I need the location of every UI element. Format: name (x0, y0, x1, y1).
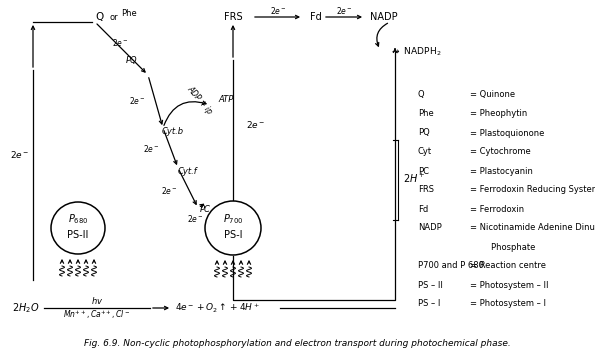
Text: $2e^-$: $2e^-$ (270, 5, 286, 15)
Text: PS – I: PS – I (418, 299, 440, 309)
Text: $P_{680}$: $P_{680}$ (68, 212, 88, 226)
Text: $2e^-$: $2e^-$ (129, 94, 146, 106)
Text: Phe: Phe (121, 8, 137, 18)
Text: Cyt.b: Cyt.b (162, 127, 184, 137)
Text: $2e^-$: $2e^-$ (112, 37, 129, 47)
Text: PQ: PQ (418, 128, 430, 138)
Text: ADP + ip: ADP + ip (185, 84, 214, 116)
Text: = Quinone: = Quinone (470, 91, 515, 99)
Text: = Photosystem – I: = Photosystem – I (470, 299, 546, 309)
Text: = Ferrodoxin: = Ferrodoxin (470, 205, 524, 213)
Text: Fd: Fd (310, 12, 322, 22)
Text: or: or (109, 13, 118, 21)
Text: = Plastocyanin: = Plastocyanin (470, 166, 533, 176)
Text: NADP: NADP (370, 12, 397, 22)
Text: $2e^-$: $2e^-$ (246, 119, 265, 131)
Text: = Cytochrome: = Cytochrome (470, 147, 531, 157)
Text: Q: Q (418, 91, 425, 99)
Ellipse shape (205, 201, 261, 255)
Text: $2e^-$: $2e^-$ (143, 143, 160, 153)
Text: = Nicotinamide Adenine Dinucleotide: = Nicotinamide Adenine Dinucleotide (470, 224, 595, 232)
Text: PS-II: PS-II (67, 230, 89, 240)
Text: PS – II: PS – II (418, 280, 443, 290)
Text: $4e^- + O_2\uparrow + 4H^+$: $4e^- + O_2\uparrow + 4H^+$ (175, 302, 260, 314)
Text: Cyt: Cyt (418, 147, 432, 157)
Text: ATP: ATP (218, 95, 233, 105)
Text: $2e^-$: $2e^-$ (161, 185, 178, 196)
Text: FRS: FRS (224, 12, 242, 22)
Text: PC: PC (200, 205, 211, 214)
Text: Q: Q (95, 12, 104, 22)
Text: = Plastoquionone: = Plastoquionone (470, 128, 544, 138)
Text: $2e^-$: $2e^-$ (336, 5, 352, 15)
Text: NADP: NADP (418, 224, 441, 232)
Text: = Reaction centre: = Reaction centre (470, 261, 546, 271)
Text: $2e^-$: $2e^-$ (186, 212, 203, 224)
Text: = Photosystem – II: = Photosystem – II (470, 280, 549, 290)
Text: FRS: FRS (418, 185, 434, 194)
Text: Fd: Fd (418, 205, 428, 213)
Text: = Ferrodoxin Reducing System: = Ferrodoxin Reducing System (470, 185, 595, 194)
Text: PS-I: PS-I (224, 230, 242, 240)
Text: $2H^+$: $2H^+$ (403, 171, 425, 185)
Text: Phosphate: Phosphate (470, 243, 536, 252)
Text: P700 and P 680: P700 and P 680 (418, 261, 484, 271)
Text: PC: PC (418, 166, 429, 176)
Text: Phe: Phe (418, 110, 434, 119)
Text: $P_{700}$: $P_{700}$ (223, 212, 243, 226)
Text: $hv$: $hv$ (91, 296, 103, 306)
Text: PQ: PQ (126, 55, 137, 65)
Ellipse shape (51, 202, 105, 254)
Text: $\rightarrow$ NADPH$_2$: $\rightarrow$ NADPH$_2$ (390, 46, 441, 58)
Text: $2e^-$: $2e^-$ (10, 150, 30, 160)
Text: = Pheophytin: = Pheophytin (470, 110, 527, 119)
Text: Fig. 6.9. Non-cyclic photophosphorylation and electron transport during photoche: Fig. 6.9. Non-cyclic photophosphorylatio… (84, 338, 511, 347)
Text: Cyt.f: Cyt.f (178, 167, 198, 177)
Text: $2H_2O$: $2H_2O$ (12, 301, 39, 315)
Text: $Mn^{++}, Ca^{++}, Cl^-$: $Mn^{++}, Ca^{++}, Cl^-$ (63, 309, 131, 322)
